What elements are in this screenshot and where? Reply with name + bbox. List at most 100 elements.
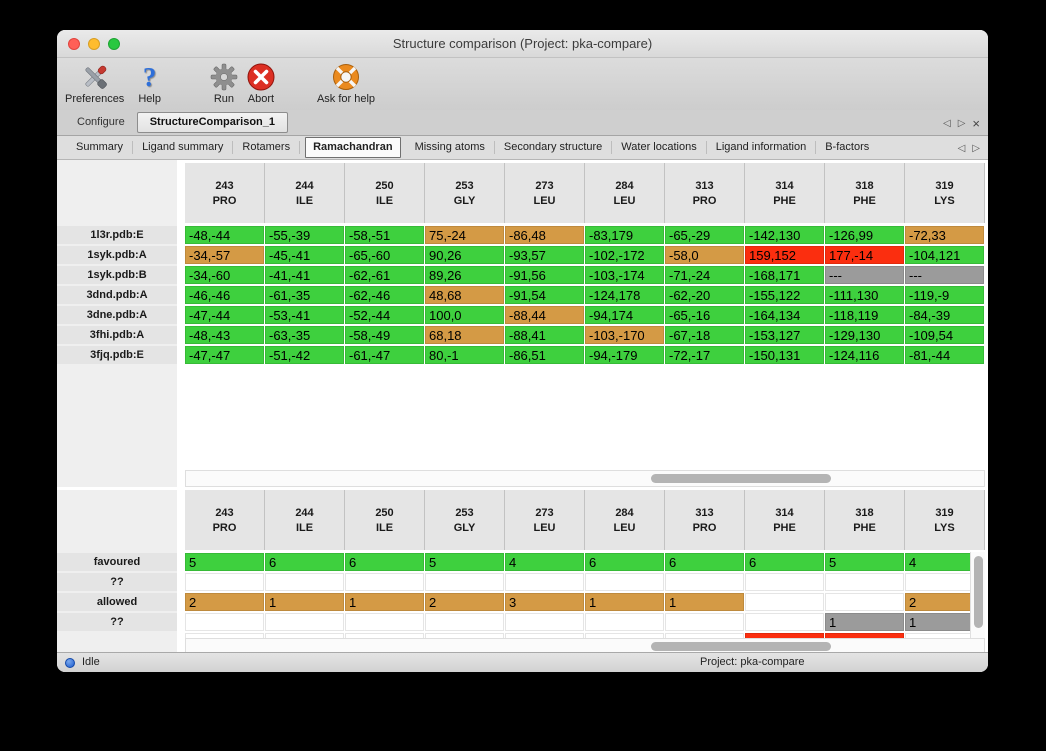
table-cell[interactable]: -150,131 xyxy=(745,346,824,364)
table-cell[interactable]: 1 xyxy=(905,613,970,631)
table-cell[interactable]: -47,-47 xyxy=(185,346,264,364)
table-cell[interactable]: -71,-24 xyxy=(665,266,744,284)
table-cell[interactable]: -62,-20 xyxy=(665,286,744,304)
table-cell[interactable]: -83,179 xyxy=(585,226,664,244)
table-cell[interactable]: -86,51 xyxy=(505,346,584,364)
column-header[interactable]: 250 ILE xyxy=(345,163,425,223)
table-cell[interactable]: -86,48 xyxy=(505,226,584,244)
row-label[interactable]: 3fjq.pdb:E xyxy=(57,346,177,364)
table-cell[interactable] xyxy=(345,573,424,591)
subtab-scroll-left-icon[interactable]: ◁ xyxy=(957,142,966,154)
table-cell[interactable] xyxy=(425,613,504,631)
table-cell[interactable]: -102,-172 xyxy=(585,246,664,264)
table-cell[interactable]: 5 xyxy=(185,553,264,571)
table-cell[interactable]: -126,99 xyxy=(825,226,904,244)
subtab-secondary-structure[interactable]: Secondary structure xyxy=(495,141,613,154)
table-cell[interactable]: --- xyxy=(825,266,904,284)
table-cell[interactable]: 4 xyxy=(505,553,584,571)
row-label[interactable]: 1syk.pdb:A xyxy=(57,246,177,264)
table-cell[interactable] xyxy=(745,613,824,631)
subtab-summary[interactable]: Summary xyxy=(67,141,134,154)
row-label[interactable]: allowed xyxy=(57,593,177,611)
table-cell[interactable]: 5 xyxy=(425,553,504,571)
column-header[interactable]: 318 PHE xyxy=(825,490,905,550)
table-cell[interactable]: -65,-29 xyxy=(665,226,744,244)
table-cell[interactable]: 6 xyxy=(745,553,824,571)
abort-button[interactable]: Abort xyxy=(246,61,276,105)
help-button[interactable]: ? Help xyxy=(138,61,161,105)
table-cell[interactable]: -47,-44 xyxy=(185,306,264,324)
table-cell[interactable] xyxy=(905,633,970,638)
table-cell[interactable]: -62,-61 xyxy=(345,266,424,284)
table-cell[interactable]: -58,0 xyxy=(665,246,744,264)
column-header[interactable]: 284 LEU xyxy=(585,490,665,550)
minimize-window-button[interactable] xyxy=(88,38,100,50)
table-cell[interactable]: -72,33 xyxy=(905,226,984,244)
table-cell[interactable]: -84,-39 xyxy=(905,306,984,324)
row-label[interactable]: ?? xyxy=(57,613,177,631)
column-header[interactable]: 273 LEU xyxy=(505,163,585,223)
column-header[interactable]: 250 ILE xyxy=(345,490,425,550)
table-cell[interactable]: 1 xyxy=(585,593,664,611)
table-cell[interactable]: -88,44 xyxy=(505,306,584,324)
row-label[interactable]: 3fhi.pdb:A xyxy=(57,326,177,344)
table-cell[interactable]: -129,130 xyxy=(825,326,904,344)
table-cell[interactable]: 5 xyxy=(825,553,904,571)
table-cell[interactable]: -103,-170 xyxy=(585,326,664,344)
column-header[interactable]: 318 PHE xyxy=(825,163,905,223)
table-cell[interactable]: -72,-17 xyxy=(665,346,744,364)
table-cell[interactable]: -58,-51 xyxy=(345,226,424,244)
table-cell[interactable]: -91,56 xyxy=(505,266,584,284)
subtab-b-factors[interactable]: B-factors xyxy=(825,141,870,153)
lower-vscrollbar-thumb[interactable] xyxy=(974,556,983,628)
table-cell[interactable] xyxy=(505,613,584,631)
table-cell[interactable]: -46,-46 xyxy=(185,286,264,304)
column-header[interactable]: 273 LEU xyxy=(505,490,585,550)
table-cell[interactable]: 68,18 xyxy=(425,326,504,344)
table-cell[interactable] xyxy=(425,633,504,638)
lower-vertical-scrollbar[interactable] xyxy=(970,552,985,638)
table-cell[interactable] xyxy=(265,633,344,638)
table-cell[interactable]: 89,26 xyxy=(425,266,504,284)
zoom-window-button[interactable] xyxy=(108,38,120,50)
table-cell[interactable]: -58,-49 xyxy=(345,326,424,344)
upper-scrollbar-thumb[interactable] xyxy=(651,474,831,483)
table-cell[interactable]: -124,116 xyxy=(825,346,904,364)
tab-scroll-left-icon[interactable]: ◁ xyxy=(943,117,951,129)
table-cell[interactable]: -53,-41 xyxy=(265,306,344,324)
table-cell[interactable] xyxy=(265,613,344,631)
table-cell[interactable]: 2 xyxy=(905,593,970,611)
table-cell[interactable]: -155,122 xyxy=(745,286,824,304)
lower-horizontal-scrollbar[interactable] xyxy=(185,638,985,652)
subtab-missing-atoms[interactable]: Missing atoms xyxy=(406,141,495,154)
ask-for-help-button[interactable]: Ask for help xyxy=(317,61,375,105)
upper-horizontal-scrollbar[interactable] xyxy=(185,470,985,487)
subtab-ligand-information[interactable]: Ligand information xyxy=(707,141,817,154)
table-cell[interactable]: -41,-41 xyxy=(265,266,344,284)
table-cell[interactable] xyxy=(585,633,664,638)
table-cell[interactable]: -103,-174 xyxy=(585,266,664,284)
table-cell[interactable]: -119,-9 xyxy=(905,286,984,304)
table-cell[interactable]: -94,174 xyxy=(585,306,664,324)
table-cell[interactable]: 177,-14 xyxy=(825,246,904,264)
column-header[interactable]: 244 ILE xyxy=(265,163,345,223)
table-cell[interactable] xyxy=(585,613,664,631)
table-cell[interactable] xyxy=(185,573,264,591)
table-cell[interactable] xyxy=(505,633,584,638)
table-cell[interactable] xyxy=(825,633,904,638)
subtab-scroll-right-icon[interactable]: ▷ xyxy=(972,142,980,154)
column-header[interactable]: 313 PRO xyxy=(665,490,745,550)
table-cell[interactable]: 4 xyxy=(905,553,970,571)
close-window-button[interactable] xyxy=(68,38,80,50)
table-cell[interactable]: -104,121 xyxy=(905,246,984,264)
table-cell[interactable] xyxy=(185,613,264,631)
row-label[interactable]: 1l3r.pdb:E xyxy=(57,226,177,244)
table-cell[interactable]: -51,-42 xyxy=(265,346,344,364)
table-cell[interactable]: -48,-43 xyxy=(185,326,264,344)
table-cell[interactable]: 90,26 xyxy=(425,246,504,264)
table-cell[interactable] xyxy=(665,633,744,638)
subtab-water-locations[interactable]: Water locations xyxy=(612,141,707,154)
subtab-rotamers[interactable]: Rotamers xyxy=(233,141,301,154)
table-cell[interactable]: -168,171 xyxy=(745,266,824,284)
table-cell[interactable]: -153,127 xyxy=(745,326,824,344)
